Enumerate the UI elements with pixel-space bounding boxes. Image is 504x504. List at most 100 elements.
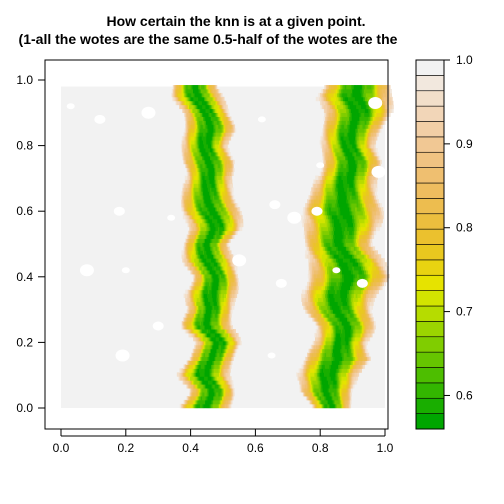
heat-cell — [312, 372, 315, 377]
heat-cell — [196, 277, 198, 283]
heat-cell — [227, 242, 230, 247]
heat-cell — [232, 336, 235, 342]
heat-cell — [322, 313, 325, 318]
heat-cell — [220, 124, 223, 129]
heat-cell — [219, 360, 221, 365]
heat-cell — [207, 336, 209, 342]
heat-cell — [202, 254, 205, 259]
heat-cell — [324, 336, 327, 342]
heat-cell — [206, 395, 209, 401]
heat-cell — [232, 348, 235, 354]
heat-cell — [203, 207, 205, 212]
heat-cell — [208, 392, 211, 397]
heat-cell — [310, 364, 313, 369]
heat-cell — [342, 313, 345, 318]
heat-cell — [234, 226, 237, 232]
heat-cell — [207, 388, 209, 393]
heat-cell — [229, 289, 232, 295]
heat-cell — [214, 376, 217, 381]
heat-cell — [228, 352, 231, 358]
heat-cell — [214, 132, 217, 137]
heat-cell — [205, 333, 208, 338]
heat-cell — [199, 151, 202, 157]
heat-cell — [187, 372, 190, 377]
heat-cell — [213, 380, 216, 385]
heat-cell — [319, 399, 322, 405]
heat-cell — [317, 395, 320, 401]
heat-cell — [319, 395, 322, 401]
heat-cell — [210, 238, 212, 243]
heat-cell — [217, 360, 219, 365]
heat-cell — [219, 183, 221, 188]
heat-cell — [200, 211, 203, 216]
heat-cell — [187, 159, 189, 165]
heat-cell — [228, 289, 230, 295]
heat-cell — [361, 317, 364, 322]
heat-cell — [330, 333, 333, 338]
heat-cell — [185, 242, 188, 247]
heat-cell — [227, 246, 230, 251]
heat-cell — [206, 392, 208, 397]
heat-cell — [193, 364, 195, 369]
heat-cell — [190, 321, 192, 326]
heat-cell — [207, 100, 210, 106]
heat-cell — [234, 285, 236, 291]
heat-cell — [217, 399, 220, 405]
heat-cell — [208, 88, 211, 94]
heat-cell — [214, 372, 216, 377]
heat-cell — [307, 384, 309, 389]
heat-cell — [206, 325, 208, 330]
heat-cell — [193, 289, 196, 295]
heat-cell — [223, 203, 226, 208]
heat-cell — [215, 254, 217, 259]
heat-cell — [224, 297, 226, 302]
heat-cell — [328, 329, 331, 334]
heat-cell — [202, 104, 204, 110]
heat-cell — [217, 242, 219, 247]
heat-cell — [355, 313, 358, 318]
heat-cell — [189, 234, 192, 239]
heat-cell — [198, 128, 201, 133]
heat-cell — [321, 392, 323, 397]
heat-cell — [186, 104, 189, 110]
heat-cell — [232, 120, 234, 125]
heat-cell — [214, 234, 216, 239]
heat-cell — [233, 218, 236, 224]
heat-cell — [182, 104, 184, 110]
heat-cell — [221, 254, 223, 259]
heat-cell — [197, 151, 200, 157]
heat-cell — [198, 242, 200, 247]
heat-cell — [329, 364, 332, 369]
heat-cell — [205, 380, 208, 385]
heat-cell — [348, 305, 351, 310]
heat-cell — [358, 305, 361, 310]
heat-cell — [339, 380, 342, 385]
heat-cell — [219, 132, 221, 137]
heat-cell — [196, 85, 199, 90]
heat-cell — [197, 333, 199, 338]
heat-cell — [307, 364, 310, 369]
heat-cell — [186, 163, 188, 169]
heat-cell — [364, 321, 367, 326]
heat-cell — [228, 218, 231, 224]
heat-cell — [220, 297, 223, 302]
heat-cell — [329, 277, 332, 283]
heat-cell — [227, 392, 230, 397]
heat-cell — [350, 356, 353, 361]
heat-cell — [198, 344, 200, 350]
heat-cell — [196, 238, 198, 243]
heat-cell — [206, 360, 209, 365]
heat-cell — [347, 317, 349, 322]
heat-cell — [339, 395, 341, 401]
heat-cell — [217, 163, 220, 169]
heat-cell — [210, 289, 212, 295]
heat-cell — [313, 348, 316, 354]
heat-cell — [226, 329, 228, 334]
heat-cell — [323, 281, 326, 287]
heat-cell — [232, 352, 235, 358]
heat-cell — [308, 309, 311, 314]
heat-cell — [317, 340, 320, 346]
heat-cell — [198, 301, 200, 306]
heat-cell — [199, 203, 202, 208]
heat-cell — [183, 195, 185, 200]
